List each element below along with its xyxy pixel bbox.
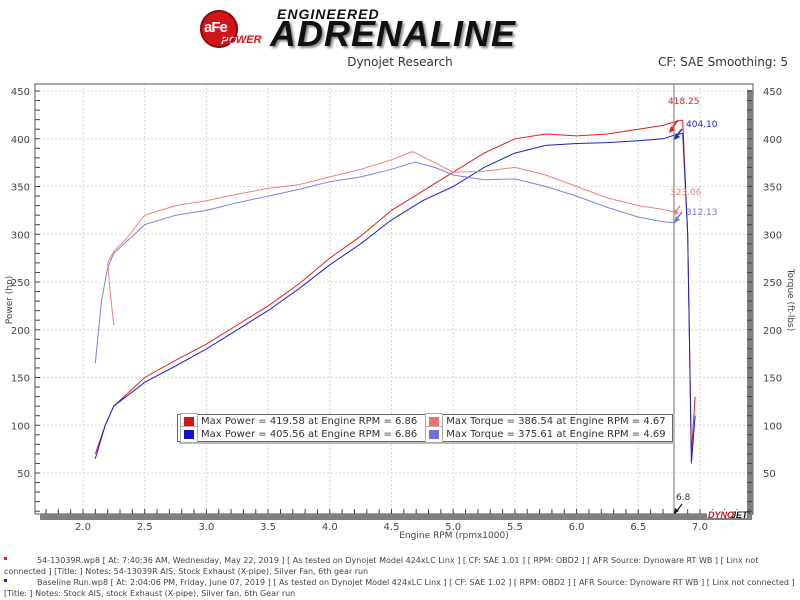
arrow-head-icon (673, 209, 679, 216)
afe-logo-text: aFe (204, 19, 228, 36)
chart-title: Dynojet Research (347, 55, 453, 69)
y-axis-title: Power (hp) (5, 276, 15, 325)
x-tick-label: 2.0 (75, 522, 91, 533)
y2-tick-label: 400 (763, 135, 782, 146)
x-tick-label: 6.5 (630, 522, 646, 533)
peak-annotation: 404.10 (686, 120, 718, 130)
x-tick-label: 2.5 (137, 522, 153, 533)
x-axis-bar (40, 514, 752, 520)
x-tick-label: 4.5 (384, 522, 400, 533)
y2-tick-label: 250 (763, 278, 782, 289)
legend-swatch-icon (425, 426, 444, 443)
peak-annotation: 312.13 (686, 208, 718, 218)
cursor-rpm-label: 6.8 (676, 493, 691, 503)
plot-frame (34, 83, 754, 515)
x-axis-title: Engine RPM (rpmx1000) (399, 531, 508, 541)
y2-tick-label: 300 (763, 230, 782, 241)
y2-axis-title: Torque (ft-lbs) (785, 268, 795, 332)
correction-factor: CF: SAE Smoothing: 5 (657, 55, 788, 69)
peak-annotation: 323.06 (670, 188, 702, 198)
afe-power-text: POWER (220, 34, 262, 46)
y-tick-label: 200 (11, 326, 30, 337)
y2-tick-label: 450 (763, 87, 782, 98)
legend-label: Max Torque = 386.54 at Engine RPM = 4.67 (446, 416, 666, 427)
series-line-3 (94, 161, 676, 364)
x-tick-label: 5.0 (445, 522, 461, 533)
legend-label: Max Power = 419.58 at Engine RPM = 6.86 (201, 416, 418, 427)
data-series (94, 119, 696, 464)
x-tick-label: 6.0 (569, 522, 585, 533)
y-tick-label: 450 (11, 87, 30, 98)
afe-logo-badge (200, 10, 238, 48)
legend-row-1: Max Power = 419.58 at Engine RPM = 6.86 … (178, 413, 672, 430)
run-note-text: 54-13039R.wp8 [ At: 7:40:36 AM, Wednesda… (4, 556, 759, 576)
legend-swatch-icon (180, 426, 198, 443)
brand-tag: ENGINEERED (277, 6, 380, 22)
legend-item-run2-power: Max Power = 405.56 at Engine RPM = 6.86 (178, 426, 423, 443)
x-axis-ticks: 2.0 2.5 3.0 3.5 4.0 4.5 5.0 5.5 6.0 6.5 7.0 (45, 509, 750, 533)
x-tick-label: 3.0 (198, 522, 214, 533)
grid-lines (35, 84, 753, 514)
run2-color-dot-icon (4, 579, 7, 582)
y2-tick-label: 200 (763, 326, 782, 337)
x-tick-label: 4.0 (322, 522, 338, 533)
y-tick-label: 350 (11, 183, 30, 194)
peak-annotation: 418.25 (668, 97, 700, 107)
legend-label: Max Torque = 375.61 at Engine RPM = 4.69 (446, 429, 666, 440)
y-tick-label: 150 (11, 374, 30, 385)
cursor-arrow-head-icon (674, 508, 679, 514)
y-axis-ticks: 50 50 100 100 150 150 200 200 250 250 300 300 350 350… (11, 87, 782, 512)
watermark-jet: JET (731, 510, 749, 520)
series-line-1 (94, 132, 696, 464)
watermark-dyno: DYNO (708, 510, 734, 520)
x-tick-label: 3.5 (260, 522, 276, 533)
legend-label: Max Power = 405.56 at Engine RPM = 6.86 (201, 429, 418, 440)
annotations: 418.25 404.10 323.06 312.13 6.8 (668, 97, 718, 514)
legend-item-run2-torque: Max Torque = 375.61 at Engine RPM = 4.69 (423, 426, 671, 443)
x-tick-label: 7.0 (692, 522, 708, 533)
run-notes: 54-13039R.wp8 [ At: 7:40:36 AM, Wednesda… (4, 555, 796, 599)
y-tick-label: 250 (11, 278, 30, 289)
run-note-1: 54-13039R.wp8 [ At: 7:40:36 AM, Wednesda… (4, 555, 796, 577)
run-note-text: Baseline Run.wp8 [ At: 2:04:06 PM, Frida… (4, 578, 795, 598)
y2-axis-bar (747, 90, 753, 515)
legend-row-2: Max Power = 405.56 at Engine RPM = 6.86 … (178, 426, 672, 443)
run1-color-dot-icon (4, 557, 7, 560)
brand-title: ADRENALINE (270, 13, 517, 54)
arrow-head-icon (674, 216, 680, 223)
x-tick-label: 5.5 (507, 522, 523, 533)
y2-tick-label: 100 (763, 421, 782, 432)
dynojet-watermark: DYNO JET (707, 510, 749, 520)
series-line-0 (94, 119, 696, 455)
brand-logo: aFe POWER ENGINEERED ADRENALINE (200, 4, 600, 54)
arrow-head-icon (674, 133, 680, 140)
y2-tick-label: 350 (763, 183, 782, 194)
chart-legend: Max Power = 419.58 at Engine RPM = 6.86 … (177, 413, 673, 443)
y-tick-label: 300 (11, 230, 30, 241)
y-tick-label: 50 (17, 469, 30, 480)
y-tick-label: 400 (11, 135, 30, 146)
y2-tick-label: 50 (763, 469, 776, 480)
y2-tick-label: 150 (763, 374, 782, 385)
series-line-2 (107, 151, 676, 326)
arrow-head-icon (669, 126, 675, 133)
y-tick-label: 100 (11, 421, 30, 432)
dyno-chart: 2.0 2.5 3.0 3.5 4.0 4.5 5.0 5.5 6.0 6.5 7.0 50 50 10… (5, 83, 795, 541)
run-note-2: Baseline Run.wp8 [ At: 2:04:06 PM, Frida… (4, 577, 796, 599)
